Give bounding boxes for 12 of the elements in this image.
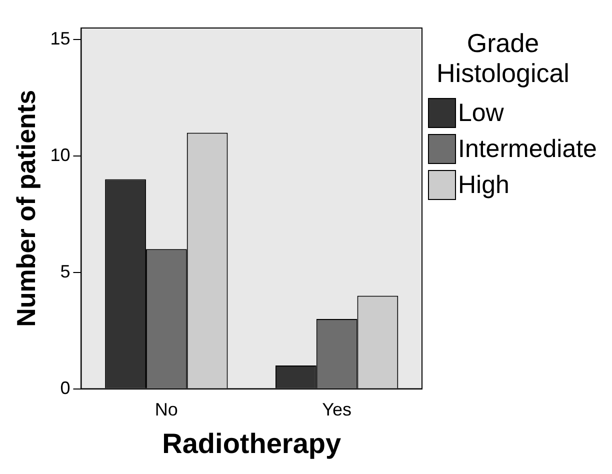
legend-label: High <box>458 170 510 200</box>
y-axis-title: Number of patients <box>10 90 41 327</box>
legend-label: Intermediate <box>458 134 597 164</box>
y-tick-label: 10 <box>50 144 70 165</box>
x-tick-label: Yes <box>322 400 352 420</box>
y-tick-label: 5 <box>60 261 70 282</box>
legend-label: Low <box>458 98 504 128</box>
x-axis-title: Radiotherapy <box>162 428 342 459</box>
y-tick-label: 0 <box>60 378 70 398</box>
y-tick-label: 15 <box>50 28 70 49</box>
legend-title: Grade Histological <box>436 28 570 88</box>
x-tick-label: No <box>154 400 178 420</box>
